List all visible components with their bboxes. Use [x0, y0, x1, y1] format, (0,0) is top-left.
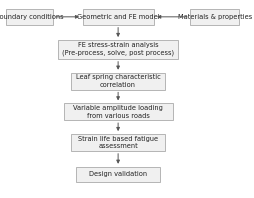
FancyBboxPatch shape [83, 9, 154, 25]
FancyBboxPatch shape [6, 9, 53, 25]
Text: Boundary conditions: Boundary conditions [0, 14, 64, 20]
FancyBboxPatch shape [190, 9, 239, 25]
Text: Strain life based fatigue
assessment: Strain life based fatigue assessment [78, 136, 158, 149]
Text: Leaf spring characteristic
correlation: Leaf spring characteristic correlation [76, 74, 161, 88]
Text: Variable amplitude loading
from various roads: Variable amplitude loading from various … [73, 105, 163, 119]
FancyBboxPatch shape [71, 134, 165, 151]
Text: FE stress-strain analysis
(Pre-process, solve, post process): FE stress-strain analysis (Pre-process, … [62, 43, 174, 56]
Text: Design validation: Design validation [89, 171, 147, 177]
FancyBboxPatch shape [58, 40, 178, 59]
FancyBboxPatch shape [76, 167, 160, 182]
FancyBboxPatch shape [64, 103, 173, 120]
FancyBboxPatch shape [71, 73, 165, 89]
Text: Geometric and FE model: Geometric and FE model [77, 14, 160, 20]
Text: Materials & properties: Materials & properties [178, 14, 252, 20]
